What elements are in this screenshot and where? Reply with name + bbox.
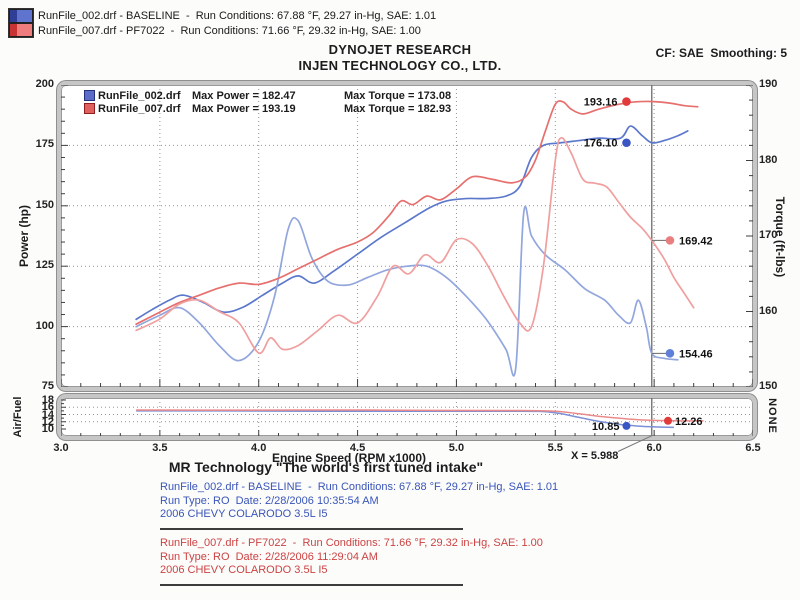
callout-dot-154.46 <box>665 349 675 358</box>
af-tick-18: 18 <box>41 394 54 406</box>
pf7022-legend-swatch <box>84 103 95 114</box>
torque-tick-150: 150 <box>759 380 778 392</box>
pf7022-info-block: RunFile_007.drf - PF7022 - Run Condition… <box>160 537 543 578</box>
x-tick-6.0: 6.0 <box>646 442 662 454</box>
x-tick-5.5: 5.5 <box>547 442 563 454</box>
torque-tick-170: 170 <box>759 229 778 241</box>
callout-label-176.10: 176.10 <box>584 138 618 150</box>
baseline-torque-curve <box>135 205 679 377</box>
x-axis-title: Engine Speed (RPM x1000) <box>271 451 427 465</box>
callout-label-10.85: 10.85 <box>592 421 620 433</box>
max-values-row-pf7022: RunFile_007.drf Max Power = 193.19 Max T… <box>84 102 451 115</box>
baseline-swatch <box>9 9 33 23</box>
pf7022-info-line1: RunFile_007.drf - PF7022 - Run Condition… <box>160 537 543 549</box>
power-axis-title: Power (hp) <box>17 205 31 267</box>
max-values-legend: RunFile_002.drf Max Power = 182.47 Max T… <box>84 89 451 115</box>
torque-tick-180: 180 <box>759 153 778 166</box>
baseline-info-line3: 2006 CHEVY COLARODO 3.5L I5 <box>160 508 328 520</box>
af-tick-12: 12 <box>41 415 54 428</box>
callout-label-12.26: 12.26 <box>675 416 703 428</box>
baseline-file-label: RunFile_002.drf <box>98 89 181 102</box>
torque-tick-160: 160 <box>759 304 778 317</box>
pf7022-info-line3: 2006 CHEVY COLARODO 3.5L I5 <box>160 564 328 576</box>
cursor-readout-label: X = 5.988 <box>571 450 619 462</box>
correction-smoothing-label: CF: SAE Smoothing: 5 <box>655 46 787 60</box>
pf7022-power-curve <box>135 100 699 326</box>
baseline-info-line1: RunFile_002.drf - BASELINE - Run Conditi… <box>160 481 559 493</box>
power-tick-100: 100 <box>35 319 54 332</box>
af-plot-svg: 10.85 12.26 <box>61 398 753 436</box>
af-right-axis-label: NONE <box>766 398 778 434</box>
baseline-legend-swatch <box>84 90 95 101</box>
run-legend-swatch <box>8 8 34 38</box>
pf7022-swatch <box>9 23 33 37</box>
power-tick-150: 150 <box>35 198 54 211</box>
run-legend-line-baseline: RunFile_002.drf - BASELINE - Run Conditi… <box>38 10 437 22</box>
callout-dot-10.85 <box>622 421 631 430</box>
x-tick-3.0: 3.0 <box>53 442 69 454</box>
af-tick-10: 10 <box>41 423 54 435</box>
run-legend-line-pf7022: RunFile_007.drf - PF7022 - Run Condition… <box>38 25 421 37</box>
callout-label-193.16: 193.16 <box>584 97 618 109</box>
baseline-af-curve <box>136 410 674 429</box>
pf7022-file-label: RunFile_007.drf <box>98 102 181 115</box>
power-tick-175: 175 <box>35 138 54 151</box>
x-tick-4.5: 4.5 <box>349 442 366 454</box>
divider-line-2 <box>160 584 463 586</box>
pf7022-max-power: Max Power = 193.19 <box>192 102 296 115</box>
torque-tick-190: 190 <box>759 78 778 90</box>
max-values-row-baseline: RunFile_002.drf Max Power = 182.47 Max T… <box>84 89 451 102</box>
pf7022-af-curve <box>136 409 704 422</box>
callout-dot-169.42 <box>665 236 675 245</box>
af-tick-14: 14 <box>41 408 54 421</box>
baseline-power-curve <box>135 125 689 321</box>
callout-dot-12.26 <box>663 416 672 425</box>
callout-dot-193.16 <box>622 97 631 106</box>
baseline-info-line2: Run Type: RO Date: 2/28/2006 10:35:54 AM <box>160 494 379 507</box>
callout-label-154.46: 154.46 <box>679 348 713 360</box>
main-plot-svg: 193.16 176.10 169.42 154.46 <box>61 85 753 387</box>
af-tick-16: 16 <box>41 401 54 414</box>
power-tick-75: 75 <box>41 380 54 392</box>
pf7022-info-line2: Run Type: RO Date: 2/28/2006 11:29:04 AM <box>160 550 378 563</box>
callout-label-169.42: 169.42 <box>679 235 713 247</box>
x-tick-4.0: 4.0 <box>251 442 267 454</box>
baseline-max-power: Max Power = 182.47 <box>192 89 296 102</box>
baseline-max-torque: Max Torque = 173.08 <box>344 89 452 102</box>
power-torque-chart: 193.16 176.10 169.42 154.46 <box>57 81 757 391</box>
x-tick-6.5: 6.5 <box>745 442 761 454</box>
brand-title: DYNOJET RESEARCH <box>328 42 472 57</box>
company-title: INJEN TECHNOLOGY CO., LTD. <box>298 58 502 73</box>
pf7022-torque-curve <box>135 136 695 354</box>
power-tick-125: 125 <box>35 259 54 272</box>
x-tick-3.5: 3.5 <box>152 442 168 454</box>
mr-technology-tagline: MR Technology "The world's first tuned i… <box>168 459 484 475</box>
pf7022-max-torque: Max Torque = 182.93 <box>344 102 452 115</box>
baseline-info-block: RunFile_002.drf - BASELINE - Run Conditi… <box>160 481 558 522</box>
air-fuel-chart: 10.85 12.26 <box>57 394 757 440</box>
callout-dot-176.10 <box>622 138 631 148</box>
divider-line-1 <box>160 528 463 530</box>
x-tick-5.0: 5.0 <box>448 442 465 454</box>
power-tick-200: 200 <box>35 78 54 90</box>
